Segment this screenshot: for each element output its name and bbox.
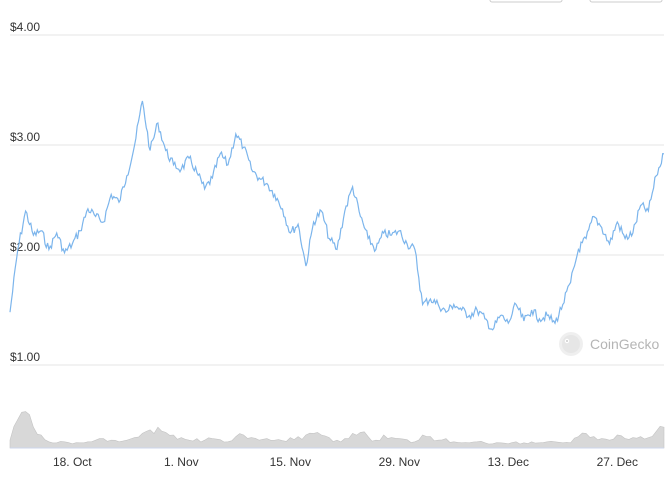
x-tick-label: 13. Dec (488, 455, 529, 469)
grid-lines (10, 34, 664, 366)
y-tick-label: $1.00 (10, 350, 40, 364)
range-button-1[interactable] (489, 0, 563, 3)
x-tick-label: 15. Nov (270, 455, 311, 469)
x-tick-label: 27. Dec (597, 455, 638, 469)
volume-series (9, 411, 665, 449)
y-tick-label: $3.00 (10, 130, 40, 144)
x-axis: 18. Oct 1. Nov 15. Nov 29. Nov 13. Dec 27. De… (53, 455, 638, 469)
x-tick-label: 29. Nov (379, 455, 420, 469)
volume-area (9, 411, 665, 449)
range-button-2[interactable] (589, 0, 663, 3)
x-tick-label: 1. Nov (164, 455, 199, 469)
gecko-logo-icon (559, 332, 583, 356)
watermark-text: CoinGecko (590, 336, 659, 352)
y-tick-label: $2.00 (10, 240, 40, 254)
price-line (9, 100, 665, 331)
x-tick-label: 18. Oct (53, 455, 92, 469)
y-tick-label: $4.00 (10, 20, 40, 34)
coingecko-watermark: CoinGecko (559, 332, 659, 356)
y-axis: $1.00 $2.00 $3.00 $4.00 (10, 20, 40, 364)
